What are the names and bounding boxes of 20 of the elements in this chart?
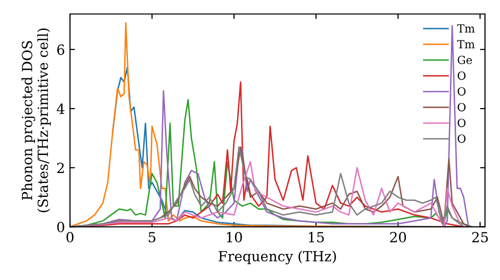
y-tick-label: 6 bbox=[57, 44, 64, 55]
x-axis-title: Frequency (THz) bbox=[218, 250, 336, 264]
x-tick-label: 20 bbox=[390, 232, 406, 242]
x-tick-label: 15 bbox=[308, 232, 324, 242]
y-axis-title: Phonon projected DOS (States/THz·primitive cell) bbox=[22, 28, 51, 212]
x-tick-label: 10 bbox=[226, 232, 242, 242]
legend-label: O bbox=[458, 87, 466, 96]
x-tick-label: 0 bbox=[66, 232, 74, 242]
y-tick-label: 2 bbox=[57, 162, 64, 173]
y-tick-label: 4 bbox=[56, 104, 64, 114]
legend-label: O bbox=[458, 102, 466, 112]
y-tick-label: 0 bbox=[57, 222, 64, 232]
legend-label: Ge bbox=[458, 56, 472, 64]
legend-label: Tm bbox=[457, 24, 475, 32]
legend-label: O bbox=[458, 118, 466, 128]
legend-label: Tm bbox=[457, 40, 475, 48]
legend-label: O bbox=[458, 71, 466, 80]
x-tick-label: 5 bbox=[148, 232, 156, 242]
legend-label: O bbox=[458, 134, 466, 143]
x-tick-label: 25 bbox=[472, 232, 488, 242]
